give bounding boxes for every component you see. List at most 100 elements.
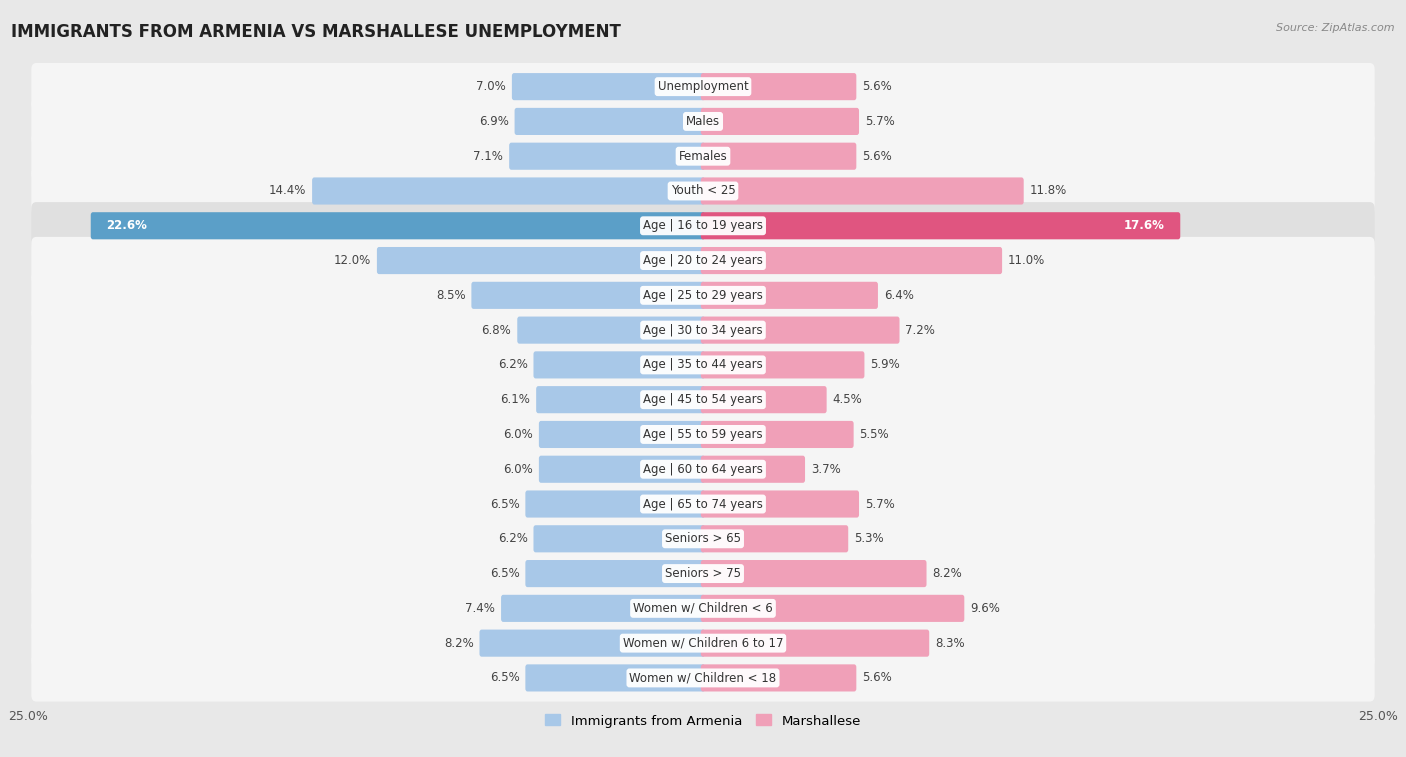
FancyBboxPatch shape	[471, 282, 706, 309]
Text: 7.2%: 7.2%	[905, 323, 935, 337]
Text: Females: Females	[679, 150, 727, 163]
FancyBboxPatch shape	[31, 307, 1375, 354]
FancyBboxPatch shape	[515, 107, 706, 135]
FancyBboxPatch shape	[31, 584, 1375, 632]
Text: 5.6%: 5.6%	[862, 671, 891, 684]
FancyBboxPatch shape	[31, 167, 1375, 215]
FancyBboxPatch shape	[700, 73, 856, 100]
FancyBboxPatch shape	[31, 376, 1375, 423]
Text: 5.5%: 5.5%	[859, 428, 889, 441]
Text: Age | 20 to 24 years: Age | 20 to 24 years	[643, 254, 763, 267]
FancyBboxPatch shape	[538, 456, 706, 483]
Text: 6.0%: 6.0%	[503, 428, 533, 441]
FancyBboxPatch shape	[312, 177, 706, 204]
FancyBboxPatch shape	[700, 665, 856, 691]
FancyBboxPatch shape	[700, 247, 1002, 274]
FancyBboxPatch shape	[31, 237, 1375, 284]
Text: 7.4%: 7.4%	[465, 602, 495, 615]
Text: 6.8%: 6.8%	[482, 323, 512, 337]
FancyBboxPatch shape	[700, 421, 853, 448]
FancyBboxPatch shape	[536, 386, 706, 413]
Text: 17.6%: 17.6%	[1123, 220, 1164, 232]
Text: Age | 35 to 44 years: Age | 35 to 44 years	[643, 358, 763, 372]
Text: 6.5%: 6.5%	[489, 671, 519, 684]
Text: 7.0%: 7.0%	[477, 80, 506, 93]
FancyBboxPatch shape	[700, 316, 900, 344]
Text: Age | 60 to 64 years: Age | 60 to 64 years	[643, 463, 763, 475]
FancyBboxPatch shape	[700, 386, 827, 413]
FancyBboxPatch shape	[31, 481, 1375, 528]
Text: 5.7%: 5.7%	[865, 497, 894, 510]
Legend: Immigrants from Armenia, Marshallese: Immigrants from Armenia, Marshallese	[540, 709, 866, 733]
Text: 14.4%: 14.4%	[269, 185, 307, 198]
FancyBboxPatch shape	[700, 177, 1024, 204]
Text: 6.1%: 6.1%	[501, 393, 530, 407]
FancyBboxPatch shape	[700, 351, 865, 378]
Text: 11.0%: 11.0%	[1008, 254, 1045, 267]
Text: 6.0%: 6.0%	[503, 463, 533, 475]
FancyBboxPatch shape	[31, 272, 1375, 319]
Text: 6.5%: 6.5%	[489, 497, 519, 510]
FancyBboxPatch shape	[31, 132, 1375, 180]
Text: Women w/ Children 6 to 17: Women w/ Children 6 to 17	[623, 637, 783, 650]
Text: 6.4%: 6.4%	[884, 289, 914, 302]
Text: Unemployment: Unemployment	[658, 80, 748, 93]
Text: Source: ZipAtlas.com: Source: ZipAtlas.com	[1277, 23, 1395, 33]
Text: Youth < 25: Youth < 25	[671, 185, 735, 198]
Text: Age | 45 to 54 years: Age | 45 to 54 years	[643, 393, 763, 407]
FancyBboxPatch shape	[377, 247, 706, 274]
Text: 8.2%: 8.2%	[444, 637, 474, 650]
FancyBboxPatch shape	[31, 341, 1375, 388]
Text: 11.8%: 11.8%	[1029, 185, 1067, 198]
Text: Age | 65 to 74 years: Age | 65 to 74 years	[643, 497, 763, 510]
Text: 7.1%: 7.1%	[474, 150, 503, 163]
FancyBboxPatch shape	[517, 316, 706, 344]
Text: Women w/ Children < 18: Women w/ Children < 18	[630, 671, 776, 684]
Text: 8.2%: 8.2%	[932, 567, 962, 580]
FancyBboxPatch shape	[700, 282, 877, 309]
Text: 5.6%: 5.6%	[862, 80, 891, 93]
FancyBboxPatch shape	[526, 491, 706, 518]
Text: Males: Males	[686, 115, 720, 128]
FancyBboxPatch shape	[700, 491, 859, 518]
FancyBboxPatch shape	[700, 212, 1180, 239]
FancyBboxPatch shape	[31, 550, 1375, 597]
Text: 6.5%: 6.5%	[489, 567, 519, 580]
Text: Age | 25 to 29 years: Age | 25 to 29 years	[643, 289, 763, 302]
Text: 4.5%: 4.5%	[832, 393, 862, 407]
Text: 6.2%: 6.2%	[498, 532, 527, 545]
FancyBboxPatch shape	[501, 595, 706, 622]
FancyBboxPatch shape	[91, 212, 706, 239]
Text: Seniors > 65: Seniors > 65	[665, 532, 741, 545]
Text: 5.9%: 5.9%	[870, 358, 900, 372]
Text: Age | 55 to 59 years: Age | 55 to 59 years	[643, 428, 763, 441]
FancyBboxPatch shape	[526, 665, 706, 691]
FancyBboxPatch shape	[31, 516, 1375, 562]
FancyBboxPatch shape	[31, 98, 1375, 145]
FancyBboxPatch shape	[31, 63, 1375, 111]
Text: 3.7%: 3.7%	[811, 463, 841, 475]
FancyBboxPatch shape	[700, 142, 856, 170]
Text: 8.3%: 8.3%	[935, 637, 965, 650]
Text: 5.3%: 5.3%	[855, 532, 884, 545]
Text: 5.7%: 5.7%	[865, 115, 894, 128]
FancyBboxPatch shape	[533, 351, 706, 378]
FancyBboxPatch shape	[31, 446, 1375, 493]
Text: 22.6%: 22.6%	[107, 220, 148, 232]
FancyBboxPatch shape	[479, 630, 706, 657]
FancyBboxPatch shape	[509, 142, 706, 170]
Text: 12.0%: 12.0%	[333, 254, 371, 267]
Text: Women w/ Children < 6: Women w/ Children < 6	[633, 602, 773, 615]
Text: 9.6%: 9.6%	[970, 602, 1000, 615]
FancyBboxPatch shape	[700, 560, 927, 587]
Text: 8.5%: 8.5%	[436, 289, 465, 302]
FancyBboxPatch shape	[31, 654, 1375, 702]
Text: Age | 16 to 19 years: Age | 16 to 19 years	[643, 220, 763, 232]
Text: IMMIGRANTS FROM ARMENIA VS MARSHALLESE UNEMPLOYMENT: IMMIGRANTS FROM ARMENIA VS MARSHALLESE U…	[11, 23, 621, 41]
FancyBboxPatch shape	[31, 202, 1375, 249]
FancyBboxPatch shape	[700, 595, 965, 622]
Text: Age | 30 to 34 years: Age | 30 to 34 years	[643, 323, 763, 337]
FancyBboxPatch shape	[31, 411, 1375, 458]
FancyBboxPatch shape	[700, 107, 859, 135]
FancyBboxPatch shape	[538, 421, 706, 448]
